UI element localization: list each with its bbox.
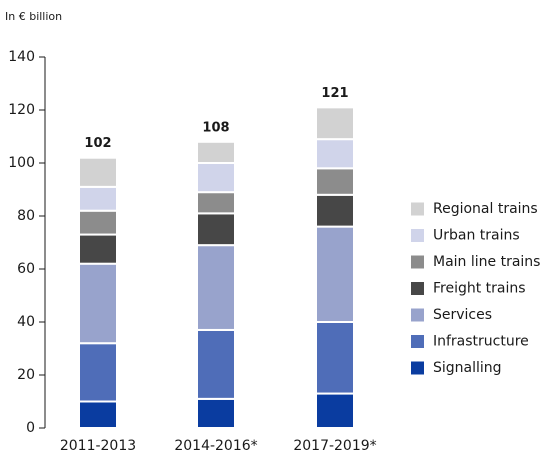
y-tick-label: 100 <box>8 155 35 171</box>
bar-segment <box>315 392 355 429</box>
bar-segment <box>78 185 118 212</box>
legend-swatch <box>411 308 424 322</box>
bar-segment <box>78 400 118 429</box>
y-tick-label: 0 <box>26 420 35 436</box>
legend-swatch <box>411 255 424 269</box>
total-label: 102 <box>84 136 111 151</box>
legend-label: Urban trains <box>433 228 520 244</box>
total-label: 121 <box>321 86 348 101</box>
bar-segment <box>315 225 355 324</box>
bar-segment <box>196 162 236 194</box>
bar-segment <box>315 193 355 228</box>
y-tick-label: 140 <box>8 49 35 65</box>
legend-swatch <box>411 229 424 242</box>
bar-segment <box>78 156 118 188</box>
bar-segment <box>315 106 355 141</box>
bar-segment <box>78 209 118 236</box>
bar-segment <box>196 191 236 215</box>
legend-label: Regional trains <box>433 201 538 217</box>
x-tick-label: 2017-2019* <box>293 438 376 454</box>
bar-segment <box>78 262 118 345</box>
legend-swatch <box>411 335 424 348</box>
bar-segment <box>78 342 118 403</box>
bar-segment <box>196 328 236 400</box>
y-tick-label: 60 <box>17 261 35 277</box>
legend-swatch <box>411 202 424 216</box>
bar-segment <box>196 397 236 430</box>
unit-label: In € billion <box>5 10 62 23</box>
bar-segment <box>196 140 236 165</box>
x-tick-label: 2014-2016* <box>174 438 257 454</box>
bar-segment <box>196 244 236 331</box>
y-tick-label: 80 <box>17 208 35 224</box>
bar-segment <box>78 233 118 265</box>
bar-segment <box>315 138 355 170</box>
bar-segment <box>196 212 236 247</box>
y-tick-label: 20 <box>17 367 35 383</box>
total-label: 108 <box>202 120 229 135</box>
legend-label: Services <box>433 307 492 323</box>
bar-segment <box>315 167 355 196</box>
x-tick-label: 2011-2013 <box>60 438 136 454</box>
legend-label: Signalling <box>433 360 502 376</box>
bar-segment <box>315 321 355 395</box>
legend-swatch <box>411 361 424 375</box>
y-tick-label: 120 <box>8 102 35 118</box>
legend-label: Freight trains <box>433 281 526 297</box>
legend-swatch <box>411 282 424 295</box>
legend-label: Main line trains <box>433 254 540 270</box>
legend-label: Infrastructure <box>433 334 529 350</box>
y-tick-label: 40 <box>17 314 35 330</box>
